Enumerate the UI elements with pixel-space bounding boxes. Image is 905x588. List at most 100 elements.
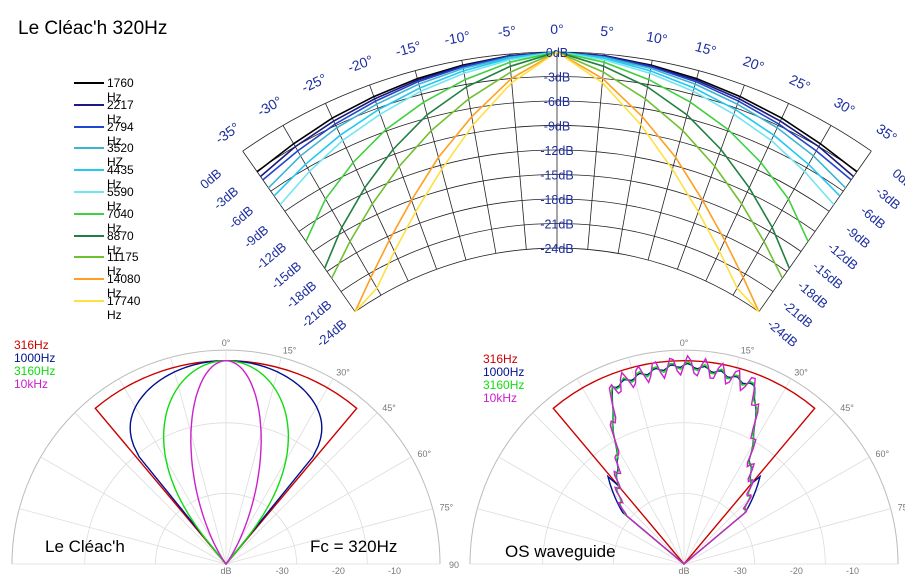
polar-radial-tick: -20 [332, 566, 345, 576]
polar-angle-tick: 15° [741, 346, 755, 356]
db-label-center: -21dB [540, 218, 573, 232]
legend-316hz-left: 316Hz [14, 338, 49, 352]
series-line [552, 360, 816, 566]
legend-label: 7040 Hz [107, 206, 134, 235]
legend-label: 11175 Hz [107, 250, 139, 279]
grid-arc [354, 247, 760, 313]
legend-3160hz-left: 3160Hz [14, 364, 56, 378]
grid-arc [298, 149, 816, 232]
angle-label: -15° [394, 37, 423, 59]
db-label-center: -18dB [540, 193, 573, 207]
legend-1000hz-left: 1000Hz [14, 351, 56, 365]
db-label-center: -12dB [540, 144, 573, 158]
legend-1000hz-right: 1000Hz [483, 365, 525, 379]
legend-swatch [74, 256, 104, 259]
legend-swatch [74, 147, 104, 150]
legend-swatch [74, 234, 104, 237]
polar-grid-spoke [225, 508, 433, 565]
polar-grid-spoke [170, 357, 227, 565]
legend-3160hz-right: 3160Hz [483, 378, 525, 392]
legend-label: 17740 Hz [107, 293, 141, 322]
bottom-left-legend: 316Hz 1000Hz 3160Hz 10kHz [14, 339, 55, 391]
legend-label: 5590 Hz [107, 184, 134, 213]
angle-label: 15° [693, 38, 718, 59]
polar-grid-spoke [683, 456, 870, 565]
polar-grid-spoke [498, 456, 685, 565]
polar-angle-tick: 60° [875, 449, 889, 459]
db-label-center: -15dB [540, 169, 573, 183]
grid-arc [340, 223, 774, 292]
angle-label: -10° [443, 28, 471, 48]
polar-grid-spoke [683, 378, 792, 565]
db-label-right: -9dB [843, 222, 874, 251]
polar-angle-tick: 45° [840, 403, 854, 413]
polar-radial-tick: dB [220, 566, 231, 576]
legend-label: 2217 Hz [107, 97, 134, 126]
polar-angle-tick: 75° [440, 503, 454, 513]
polar-angle-tick: 90 [449, 560, 459, 570]
chart-title: Le Cléac'h 320Hz [18, 18, 168, 39]
polar-angle-tick: 60° [417, 449, 431, 459]
polar-radial-tick: dB [678, 566, 689, 576]
polar-angle-tick: 45° [382, 403, 396, 413]
polar-grid-spoke [683, 508, 891, 565]
angle-label: -30° [254, 93, 284, 120]
label-os-waveguide: OS waveguide [505, 542, 616, 561]
angle-label: -25° [299, 70, 329, 95]
angle-label: -35° [212, 119, 242, 147]
polar-grid-spoke [477, 508, 685, 565]
legend-label: 1760 Hz [107, 76, 134, 104]
legend-swatch [74, 82, 104, 84]
polar-angle-tick: 30° [336, 368, 350, 378]
bottom-right-legend: 316Hz 1000Hz 3160Hz 10kHz [483, 353, 524, 405]
series-line [608, 354, 760, 565]
polar-grid-spoke [683, 412, 836, 565]
legend-316hz-right: 316Hz [483, 352, 518, 366]
legend-swatch [74, 278, 104, 281]
db-label-right: -6dB [858, 203, 889, 232]
legend-label: 8870 Hz [107, 228, 134, 257]
db-label-left: -6dB [226, 203, 257, 232]
polar-grid-spoke [225, 456, 412, 565]
series-line [190, 359, 262, 565]
polar-radial-tick: -10 [846, 566, 859, 576]
polar-radial-tick: -30 [276, 566, 289, 576]
legend-swatch [74, 125, 104, 128]
grid-arc [326, 198, 788, 272]
legend-label: 3520 HZ [107, 141, 134, 170]
label-fc: Fc = 320Hz [310, 537, 398, 556]
legend-label: 4435 Hz [107, 163, 134, 192]
grid-arc [256, 76, 858, 172]
angle-label: 35° [874, 120, 901, 145]
polar-grid-spoke [683, 357, 740, 565]
legend-10khz-right: 10kHz [483, 391, 518, 405]
polar-grid-spoke [40, 456, 227, 565]
db-label-left: -9dB [241, 222, 272, 251]
polar-grid-spoke [225, 378, 334, 565]
legend-swatch [74, 299, 104, 302]
polar-grid-spoke [74, 412, 227, 565]
angle-label: 10° [645, 28, 669, 47]
db-label-center: -24dB [540, 242, 573, 256]
grid-arc [312, 174, 802, 252]
polar-angle-tick: 30° [794, 368, 808, 378]
db-label-left: 0dB [197, 166, 224, 192]
legend-label: 2794 Hz [107, 119, 134, 148]
angle-label: -20° [345, 52, 375, 76]
legend-swatch [74, 169, 104, 172]
angle-label: 5° [600, 23, 615, 40]
angle-label: 20° [741, 53, 766, 75]
polar-angle-tick: 0° [222, 338, 231, 348]
angle-label: 30° [831, 94, 857, 118]
db-label-center: -3dB [544, 71, 570, 85]
legend-swatch [74, 103, 104, 106]
polar-grid-spoke [628, 357, 685, 565]
label-le-cleach: Le Cléac'h [45, 537, 125, 556]
polar-angle-tick: 75° [898, 503, 905, 513]
legend-10khz-left: 10kHz [14, 377, 49, 391]
polar-grid-spoke [225, 357, 282, 565]
db-label-left: -3dB [210, 183, 241, 212]
